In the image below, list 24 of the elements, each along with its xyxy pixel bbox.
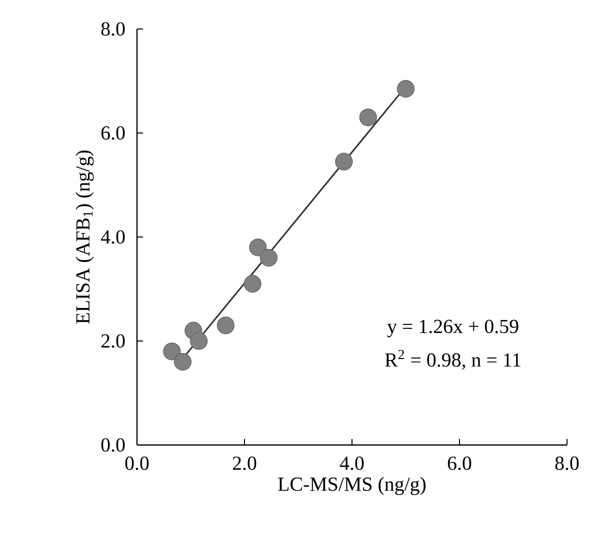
x-tick-label: 4.0 (340, 456, 364, 470)
y-tick-label: 0.0 (101, 438, 125, 452)
y-axis-title: ELISA (AFB$_{1}$) (ng/g) (76, 150, 94, 324)
y-tick-label: 8.0 (101, 22, 125, 36)
point (163, 342, 181, 360)
point (216, 316, 234, 334)
x-axis-title: LC-MS/MS (ng/g) (278, 476, 426, 496)
point (260, 249, 278, 267)
point (174, 353, 192, 371)
x-tick-label: 8.0 (555, 456, 579, 470)
point (249, 238, 267, 256)
y-tick-label: 2.0 (101, 334, 125, 348)
x-tick-label: 2.0 (232, 456, 256, 470)
annotation: R$^{2}$ = 0.98, n = 11 (385, 350, 520, 370)
x-tick-label: 0.0 (125, 456, 149, 470)
x-tick-label: 6.0 (448, 456, 472, 470)
point (244, 275, 262, 293)
point (190, 332, 208, 350)
point (396, 80, 415, 98)
point (335, 152, 353, 170)
annotation: y = 1.26x + 0.59 (387, 320, 518, 338)
y-tick-label: 6.0 (101, 126, 125, 140)
point (359, 108, 377, 126)
y-tick-label: 4.0 (100, 230, 125, 244)
